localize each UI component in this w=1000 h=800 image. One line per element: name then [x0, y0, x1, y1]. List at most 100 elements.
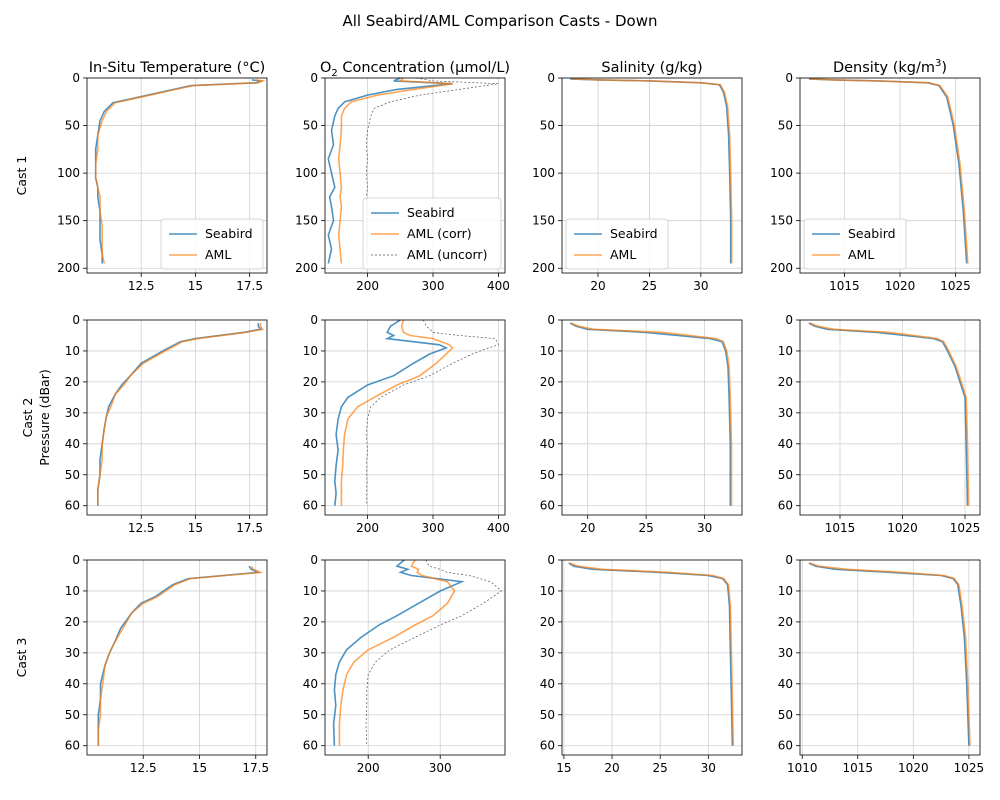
y-tick-label: 40: [778, 677, 793, 691]
x-tick-label: 1025: [950, 521, 981, 535]
y-tick-label: 200: [295, 261, 318, 275]
series-line-seabird: [97, 565, 262, 746]
y-tick-label: 50: [540, 119, 555, 133]
legend-entry: Seabird: [848, 226, 896, 241]
y-tick-label: 0: [72, 553, 80, 567]
x-tick-label: 300: [429, 761, 452, 775]
x-tick-label: 12.5: [128, 279, 155, 293]
y-tick-label: 30: [540, 406, 555, 420]
series-line-seabird: [808, 562, 970, 746]
x-tick-label: 300: [422, 521, 445, 535]
y-tick-label: 50: [778, 468, 793, 482]
y-tick-label: 50: [303, 119, 318, 133]
subplot-r1-c2: 200 300 400 0 50 100 150 200 Seabird AML (corr) AM…: [295, 71, 510, 293]
y-tick-label: 150: [532, 214, 555, 228]
x-tick-label: 1025: [954, 761, 985, 775]
y-tick-label: 20: [65, 375, 80, 389]
legend-entry: Seabird: [610, 226, 658, 241]
figure-title: All Seabird/AML Comparison Casts - Down: [342, 12, 658, 30]
subplot-r2-c2: 200 300 400 0 10 20 30 40 50 60: [303, 313, 510, 535]
subplot-r1-c3: 20 25 30 0 50 100 150 200 Seabird AML: [532, 71, 743, 293]
y-tick-label: 0: [547, 71, 555, 85]
x-tick-label: 20: [590, 279, 605, 293]
x-tick-label: 400: [487, 521, 510, 535]
series-line-aml: [94, 79, 266, 264]
y-tick-label: 10: [65, 344, 80, 358]
y-tick-label: 60: [65, 739, 80, 753]
y-tick-label: 0: [547, 553, 555, 567]
y-tick-label: 40: [303, 677, 318, 691]
series-line-seabird: [808, 322, 969, 506]
subplot-r3-c1: 12.5 15 17.5 0 10 20 30 40 50 60: [65, 553, 269, 775]
x-tick-label: 17.5: [236, 521, 263, 535]
x-tick-label: 12.5: [128, 521, 155, 535]
legend-entry: AML (corr): [407, 226, 472, 241]
y-tick-label: 10: [65, 584, 80, 598]
y-tick-label: 20: [540, 375, 555, 389]
y-tick-label: 20: [65, 615, 80, 629]
y-tick-label: 50: [540, 468, 555, 482]
y-tick-label: 50: [778, 708, 793, 722]
x-tick-label: 30: [693, 279, 708, 293]
x-tick-label: 1025: [940, 279, 971, 293]
row-label-cast-3: Cast 3: [14, 638, 29, 678]
x-tick-label: 200: [357, 761, 380, 775]
y-tick-label: 40: [540, 437, 555, 451]
y-tick-label: 0: [785, 553, 793, 567]
y-tick-label: 200: [770, 261, 793, 275]
legend: Seabird AML: [565, 218, 669, 270]
y-tick-label: 0: [310, 313, 318, 327]
axes-frame: [86, 559, 268, 756]
y-tick-label: 0: [785, 313, 793, 327]
y-tick-label: 10: [778, 584, 793, 598]
subplot-r3-c3: 15 20 25 30 0 10 20 30 40 50 60: [540, 553, 743, 775]
y-tick-label: 20: [778, 375, 793, 389]
y-tick-label: 10: [778, 344, 793, 358]
x-tick-label: 30: [697, 521, 712, 535]
x-tick-label: 17.5: [242, 761, 269, 775]
y-tick-label: 30: [303, 406, 318, 420]
x-tick-label: 12.5: [130, 761, 157, 775]
y-tick-label: 0: [72, 313, 80, 327]
y-tick-label: 60: [65, 499, 80, 513]
row-label-cast-1: Cast 1: [14, 156, 29, 196]
column-title-3: Salinity (g/kg): [601, 60, 702, 76]
subplot-r2-c1: 12.5 15 17.5 0 10 20 30 40 50 60: [65, 313, 268, 535]
y-tick-label: 20: [540, 615, 555, 629]
axes-frame: [799, 77, 981, 274]
y-tick-label: 40: [65, 677, 80, 691]
axes-frame: [561, 77, 743, 274]
x-tick-label: 20: [580, 521, 595, 535]
y-tick-label: 40: [65, 437, 80, 451]
y-tick-label: 50: [65, 708, 80, 722]
y-tick-label: 50: [303, 468, 318, 482]
x-tick-label: 300: [422, 279, 445, 293]
y-tick-label: 150: [295, 214, 318, 228]
x-tick-label: 1020: [887, 521, 918, 535]
y-tick-label: 20: [303, 615, 318, 629]
y-tick-label: 150: [57, 214, 80, 228]
legend-box: [160, 218, 264, 270]
y-tick-label: 10: [540, 344, 555, 358]
legend-entry: AML: [848, 247, 874, 262]
y-tick-label: 100: [532, 166, 555, 180]
y-tick-label: 200: [57, 261, 80, 275]
y-tick-label: 10: [303, 584, 318, 598]
y-tick-label: 40: [540, 677, 555, 691]
y-tick-label: 10: [303, 344, 318, 358]
x-tick-label: 25: [639, 521, 654, 535]
y-tick-label: 60: [303, 739, 318, 753]
shared-y-axis-label: Pressure (dBar): [37, 369, 52, 465]
row-label-cast-2: Cast 2: [20, 398, 35, 438]
legend-entry: AML: [610, 247, 636, 262]
y-tick-label: 0: [785, 71, 793, 85]
y-tick-label: 100: [770, 166, 793, 180]
legend: Seabird AML (corr) AML (uncorr): [362, 197, 502, 270]
axes-frame: [561, 319, 743, 516]
series-line-seabird: [327, 77, 453, 264]
axes-frame: [561, 559, 743, 756]
y-tick-label: 10: [540, 584, 555, 598]
x-tick-label: 400: [487, 279, 510, 293]
